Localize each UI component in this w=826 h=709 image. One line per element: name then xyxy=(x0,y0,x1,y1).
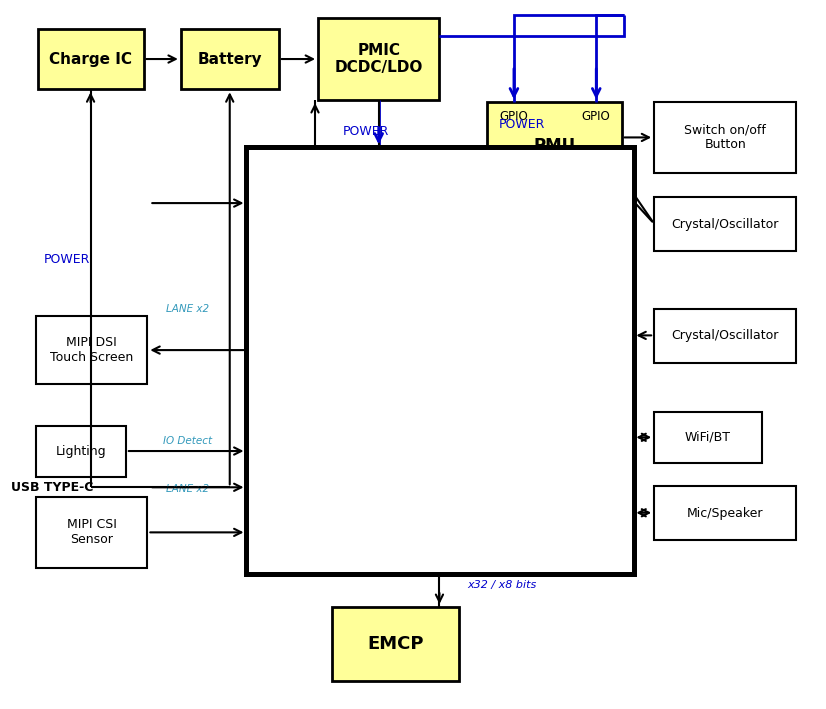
Text: Charge IC: Charge IC xyxy=(49,52,132,67)
Text: Battery: Battery xyxy=(197,52,262,67)
Bar xyxy=(654,197,796,251)
Text: LANE x2: LANE x2 xyxy=(166,484,209,494)
Bar xyxy=(246,147,634,574)
Bar xyxy=(654,309,796,363)
Text: WiFi/BT: WiFi/BT xyxy=(685,431,731,444)
Text: K230: K230 xyxy=(366,392,453,421)
Text: IO Detect: IO Detect xyxy=(163,436,212,446)
Text: POWER: POWER xyxy=(499,118,545,131)
Text: GPIO: GPIO xyxy=(500,111,529,123)
Bar xyxy=(351,369,467,458)
Text: LANE x2: LANE x2 xyxy=(166,304,209,314)
Text: Audio Codec
/IIS/PDM: Audio Codec /IIS/PDM xyxy=(530,484,600,506)
Text: POWER: POWER xyxy=(343,125,389,138)
Text: DDR/MMC: DDR/MMC xyxy=(411,551,468,561)
Text: x32 / x8 bits: x32 / x8 bits xyxy=(467,580,536,591)
Text: Mic/Speaker: Mic/Speaker xyxy=(687,507,763,520)
Text: GPIO: GPIO xyxy=(581,111,610,123)
Text: GPIO: GPIO xyxy=(256,448,283,458)
Text: USB TYPE-C: USB TYPE-C xyxy=(12,481,93,493)
Text: MIPI CSI
Sensor: MIPI CSI Sensor xyxy=(67,518,116,547)
Text: ADC: ADC xyxy=(256,198,280,208)
Text: MIPI DSI
Touch Screen: MIPI DSI Touch Screen xyxy=(50,336,133,364)
Text: PMU: PMU xyxy=(533,138,575,155)
Bar xyxy=(332,607,459,681)
Bar xyxy=(654,486,796,540)
Text: MIPI CSI/
I2C/GPIO: MIPI CSI/ I2C/GPIO xyxy=(256,493,306,515)
Bar xyxy=(38,28,144,89)
Text: EMCP: EMCP xyxy=(367,635,424,653)
Text: USB2.0: USB2.0 xyxy=(256,249,297,259)
Text: Crystal/Oscillator: Crystal/Oscillator xyxy=(672,218,779,230)
Text: I2C/GPIO: I2C/GPIO xyxy=(284,159,334,169)
Bar xyxy=(487,102,622,199)
Bar xyxy=(246,147,634,574)
Bar xyxy=(654,412,762,463)
Bar xyxy=(36,316,147,384)
Text: PMIC
DCDC/LDO: PMIC DCDC/LDO xyxy=(335,43,423,75)
Text: 32.768KHz: 32.768KHz xyxy=(522,170,586,183)
Text: RISC-V: RISC-V xyxy=(388,434,430,447)
Text: Switch on/off
Button: Switch on/off Button xyxy=(684,123,766,152)
Text: SDIO/UART: SDIO/UART xyxy=(539,413,599,424)
Bar xyxy=(654,102,796,173)
Text: CANAAN: CANAAN xyxy=(394,339,486,357)
Text: Lighting: Lighting xyxy=(55,445,106,457)
Bar xyxy=(246,147,634,574)
Bar xyxy=(181,28,278,89)
Text: POWER: POWER xyxy=(44,253,90,267)
Bar xyxy=(318,18,439,100)
Text: 24MHz: 24MHz xyxy=(534,331,572,341)
Bar xyxy=(36,497,147,568)
Text: Crystal/Oscillator: Crystal/Oscillator xyxy=(672,330,779,342)
Text: MIPI DSI/
SPI/PWM: MIPI DSI/ SPI/PWM xyxy=(256,379,305,400)
Bar xyxy=(36,425,126,476)
